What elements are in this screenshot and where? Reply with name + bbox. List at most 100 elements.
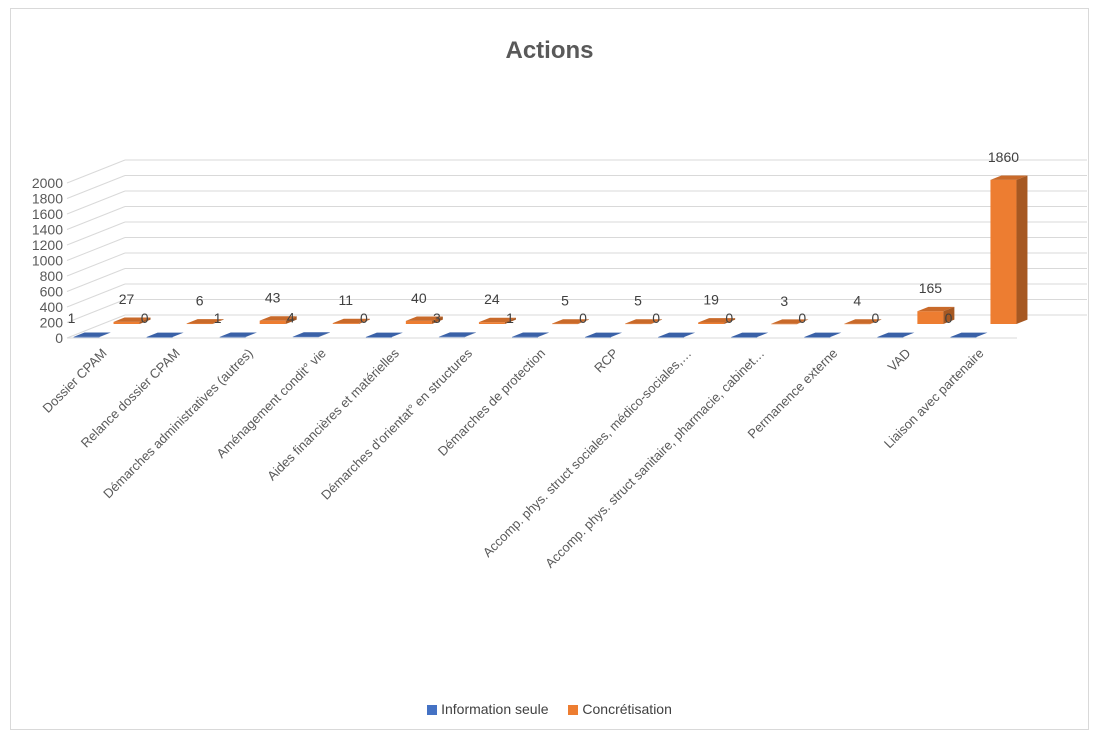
bar-concretisation-3-side [358, 318, 370, 324]
bar-information-seule-8-front [658, 337, 685, 338]
bar-information-seule-0-top [73, 332, 111, 337]
y-tick-label-1000: 1000 [32, 253, 63, 269]
bar-information-seule-4-top [365, 332, 403, 337]
bar-concretisation-12-top [990, 175, 1028, 180]
legend-item-concretisation: Concrétisation [568, 701, 672, 717]
bar-information-seule-4-front [365, 337, 392, 338]
data-label-concretisation-9: 3 [780, 293, 788, 309]
gridline-side-800 [66, 252, 126, 277]
bar-concretisation-0-front [113, 321, 140, 324]
data-label-concretisation-1: 6 [196, 293, 204, 309]
bar-concretisation-6-top [552, 319, 589, 324]
data-label-information-seule-7: 0 [579, 310, 587, 326]
data-label-concretisation-5: 24 [484, 291, 500, 307]
chart-title: Actions [505, 37, 594, 64]
bar-information-seule-3-top [292, 332, 330, 337]
data-label-concretisation-10: 4 [853, 293, 861, 309]
bar-information-seule-12-front [950, 337, 977, 338]
data-label-information-seule-0: 1 [68, 310, 76, 326]
bar-concretisation-1-top [186, 319, 224, 324]
legend-swatch-information-seule [427, 705, 438, 715]
bar-concretisation-0-top [113, 317, 151, 322]
bar-concretisation-5-front [478, 322, 505, 324]
bar-concretisation-12-side [1016, 175, 1028, 324]
data-label-information-seule-2: 1 [214, 310, 222, 326]
x-tick-label-0: Dossier CPAM [39, 346, 109, 416]
gridline-side-1400 [66, 206, 126, 230]
bar-chart-3d: 0200400600800100012001400160018002000271… [32, 149, 1087, 571]
bar-concretisation-1-side [212, 319, 224, 324]
gridline-side-600 [66, 268, 126, 292]
bar-concretisation-5-top [478, 317, 516, 323]
data-label-information-seule-10: 0 [798, 310, 806, 326]
bar-concretisation-4-side [431, 316, 443, 324]
bar-information-seule-9-top [731, 332, 769, 337]
bar-information-seule-7-top [585, 332, 623, 337]
y-tick-label-200: 200 [40, 315, 64, 331]
gridline-side-0 [66, 314, 126, 339]
data-label-concretisation-7: 5 [634, 293, 642, 309]
data-label-concretisation-0: 27 [119, 291, 135, 307]
bar-information-seule-1-top [146, 332, 184, 337]
bar-concretisation-2-top [259, 316, 297, 321]
bar-information-seule-3-side [318, 332, 330, 337]
bar-concretisation-1-front [186, 323, 213, 325]
bar-concretisation-11-front [917, 311, 944, 324]
y-tick-label-800: 800 [40, 268, 64, 284]
bar-information-seule-0-front [73, 336, 100, 338]
bar-information-seule-2-front [219, 336, 246, 338]
bar-concretisation-4-front [405, 320, 432, 324]
bar-concretisation-4-top [405, 316, 443, 321]
data-label-concretisation-2: 43 [265, 290, 281, 306]
y-tick-label-400: 400 [40, 299, 64, 315]
gridline-side-2000 [66, 159, 126, 184]
y-tick-label-2000: 2000 [32, 175, 63, 191]
bar-information-seule-0-side [99, 332, 111, 337]
bar-concretisation-11-side [943, 306, 955, 324]
y-tick-label-1800: 1800 [32, 191, 63, 207]
bar-concretisation-3-top [332, 318, 370, 324]
x-tick-label-7: RCP [591, 346, 621, 376]
bar-concretisation-3-front [332, 323, 359, 324]
legend-item-information-seule: Information seule [427, 701, 549, 717]
data-label-information-seule-4: 0 [360, 310, 368, 326]
x-tick-label-5: Démarches d'orientat° en structures [318, 345, 475, 502]
bar-concretisation-8-top [698, 318, 736, 323]
bar-concretisation-2-front [259, 320, 286, 324]
y-tick-label-1600: 1600 [32, 206, 63, 222]
bar-information-seule-2-side [245, 332, 257, 337]
data-label-information-seule-11: 0 [871, 310, 879, 326]
gridline-side-1800 [66, 175, 126, 199]
bar-information-seule-6-front [512, 336, 538, 338]
legend-label-information-seule: Information seule [441, 701, 549, 717]
bar-concretisation-5-side [504, 317, 516, 324]
data-label-information-seule-3: 4 [287, 310, 295, 326]
bar-information-seule-10-front [804, 337, 831, 338]
data-label-concretisation-6: 5 [561, 293, 569, 309]
bar-concretisation-0-side [139, 317, 151, 324]
bar-information-seule-6-side [538, 332, 549, 337]
gridline-side-400 [66, 283, 126, 308]
data-label-information-seule-12: 0 [945, 310, 953, 326]
y-tick-label-1200: 1200 [32, 237, 63, 253]
gridline-side-1600 [66, 190, 126, 215]
x-tick-label-2: Démarches administratives (autres) [100, 346, 256, 502]
bar-concretisation-10-side [870, 319, 882, 324]
legend-swatch-concretisation [568, 705, 579, 715]
bar-concretisation-9-side [797, 319, 809, 324]
y-tick-label-0: 0 [55, 330, 63, 346]
bar-information-seule-8-top [658, 332, 696, 337]
legend-label-concretisation: Concrétisation [582, 701, 672, 717]
y-tick-label-1400: 1400 [32, 222, 63, 238]
data-label-concretisation-11: 165 [919, 280, 943, 296]
bar-information-seule-7-front [585, 337, 612, 338]
y-tick-label-600: 600 [40, 284, 64, 300]
bar-information-seule-11-front [877, 337, 904, 338]
bar-information-seule-5-side [464, 332, 476, 337]
chart-frame: Actions 0 200 400 600 800 1000 1200 1400 1600 180… [10, 8, 1089, 730]
data-label-concretisation-8: 19 [703, 292, 719, 308]
data-label-concretisation-12: 1860 [988, 149, 1019, 165]
x-tick-label-4: Aides financières et matérielles [264, 345, 402, 483]
data-label-information-seule-8: 0 [652, 310, 660, 326]
bar-information-seule-12-top [950, 332, 988, 337]
